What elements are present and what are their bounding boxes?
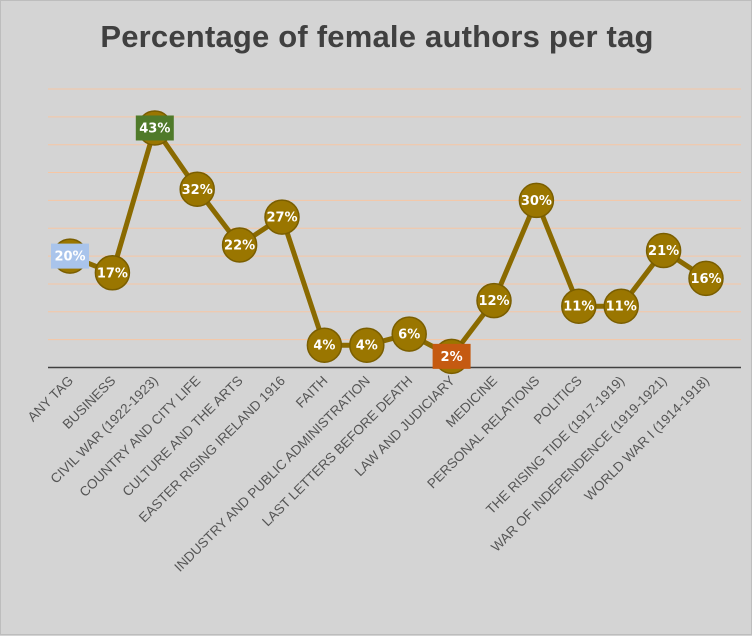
data-point xyxy=(391,316,427,352)
series-line-path xyxy=(67,125,709,359)
data-label: 11% xyxy=(563,300,594,315)
x-tick-label: INDUSTRY AND PUBLIC ADMINISTRATION xyxy=(171,373,373,575)
data-point xyxy=(179,171,215,208)
data-label: 32% xyxy=(182,183,213,198)
data-label: 21% xyxy=(648,244,679,259)
data-point xyxy=(221,227,258,263)
data-labels: 20% 17% 43% 32% 22% 27% 4% 4% 6% 2% 12% 30% 11% 11% 21… xyxy=(51,115,722,369)
data-markers xyxy=(52,110,724,375)
data-label-reference-box xyxy=(51,243,89,269)
data-label: 22% xyxy=(224,238,255,253)
data-label: 20% xyxy=(54,250,85,265)
data-point xyxy=(561,288,597,324)
data-label: 2% xyxy=(441,350,463,365)
data-label: 4% xyxy=(313,339,335,354)
x-tick-label: FAITH xyxy=(293,373,331,411)
data-point xyxy=(476,282,512,319)
data-point xyxy=(94,255,131,291)
data-label: 27% xyxy=(266,211,297,226)
data-label: 12% xyxy=(478,294,509,309)
series-line xyxy=(67,125,709,359)
data-point xyxy=(603,288,639,324)
data-point xyxy=(264,199,300,235)
data-point xyxy=(518,182,555,219)
data-label-minimum-box xyxy=(432,343,471,369)
data-label: 43% xyxy=(139,121,170,136)
data-label: 30% xyxy=(521,194,552,209)
data-point xyxy=(645,232,682,269)
data-label: 6% xyxy=(398,328,420,343)
data-point xyxy=(306,327,343,363)
data-point xyxy=(349,327,385,363)
x-tick-label: LAST LETTERS BEFORE DEATH xyxy=(259,373,415,529)
data-label: 17% xyxy=(97,266,128,281)
data-point xyxy=(688,260,724,297)
data-label-maximum-box xyxy=(135,115,174,141)
data-label: 4% xyxy=(356,339,378,354)
data-label: 11% xyxy=(606,300,637,315)
chart-title: Percentage of female authors per tag xyxy=(100,19,654,54)
data-label: 16% xyxy=(690,272,721,287)
